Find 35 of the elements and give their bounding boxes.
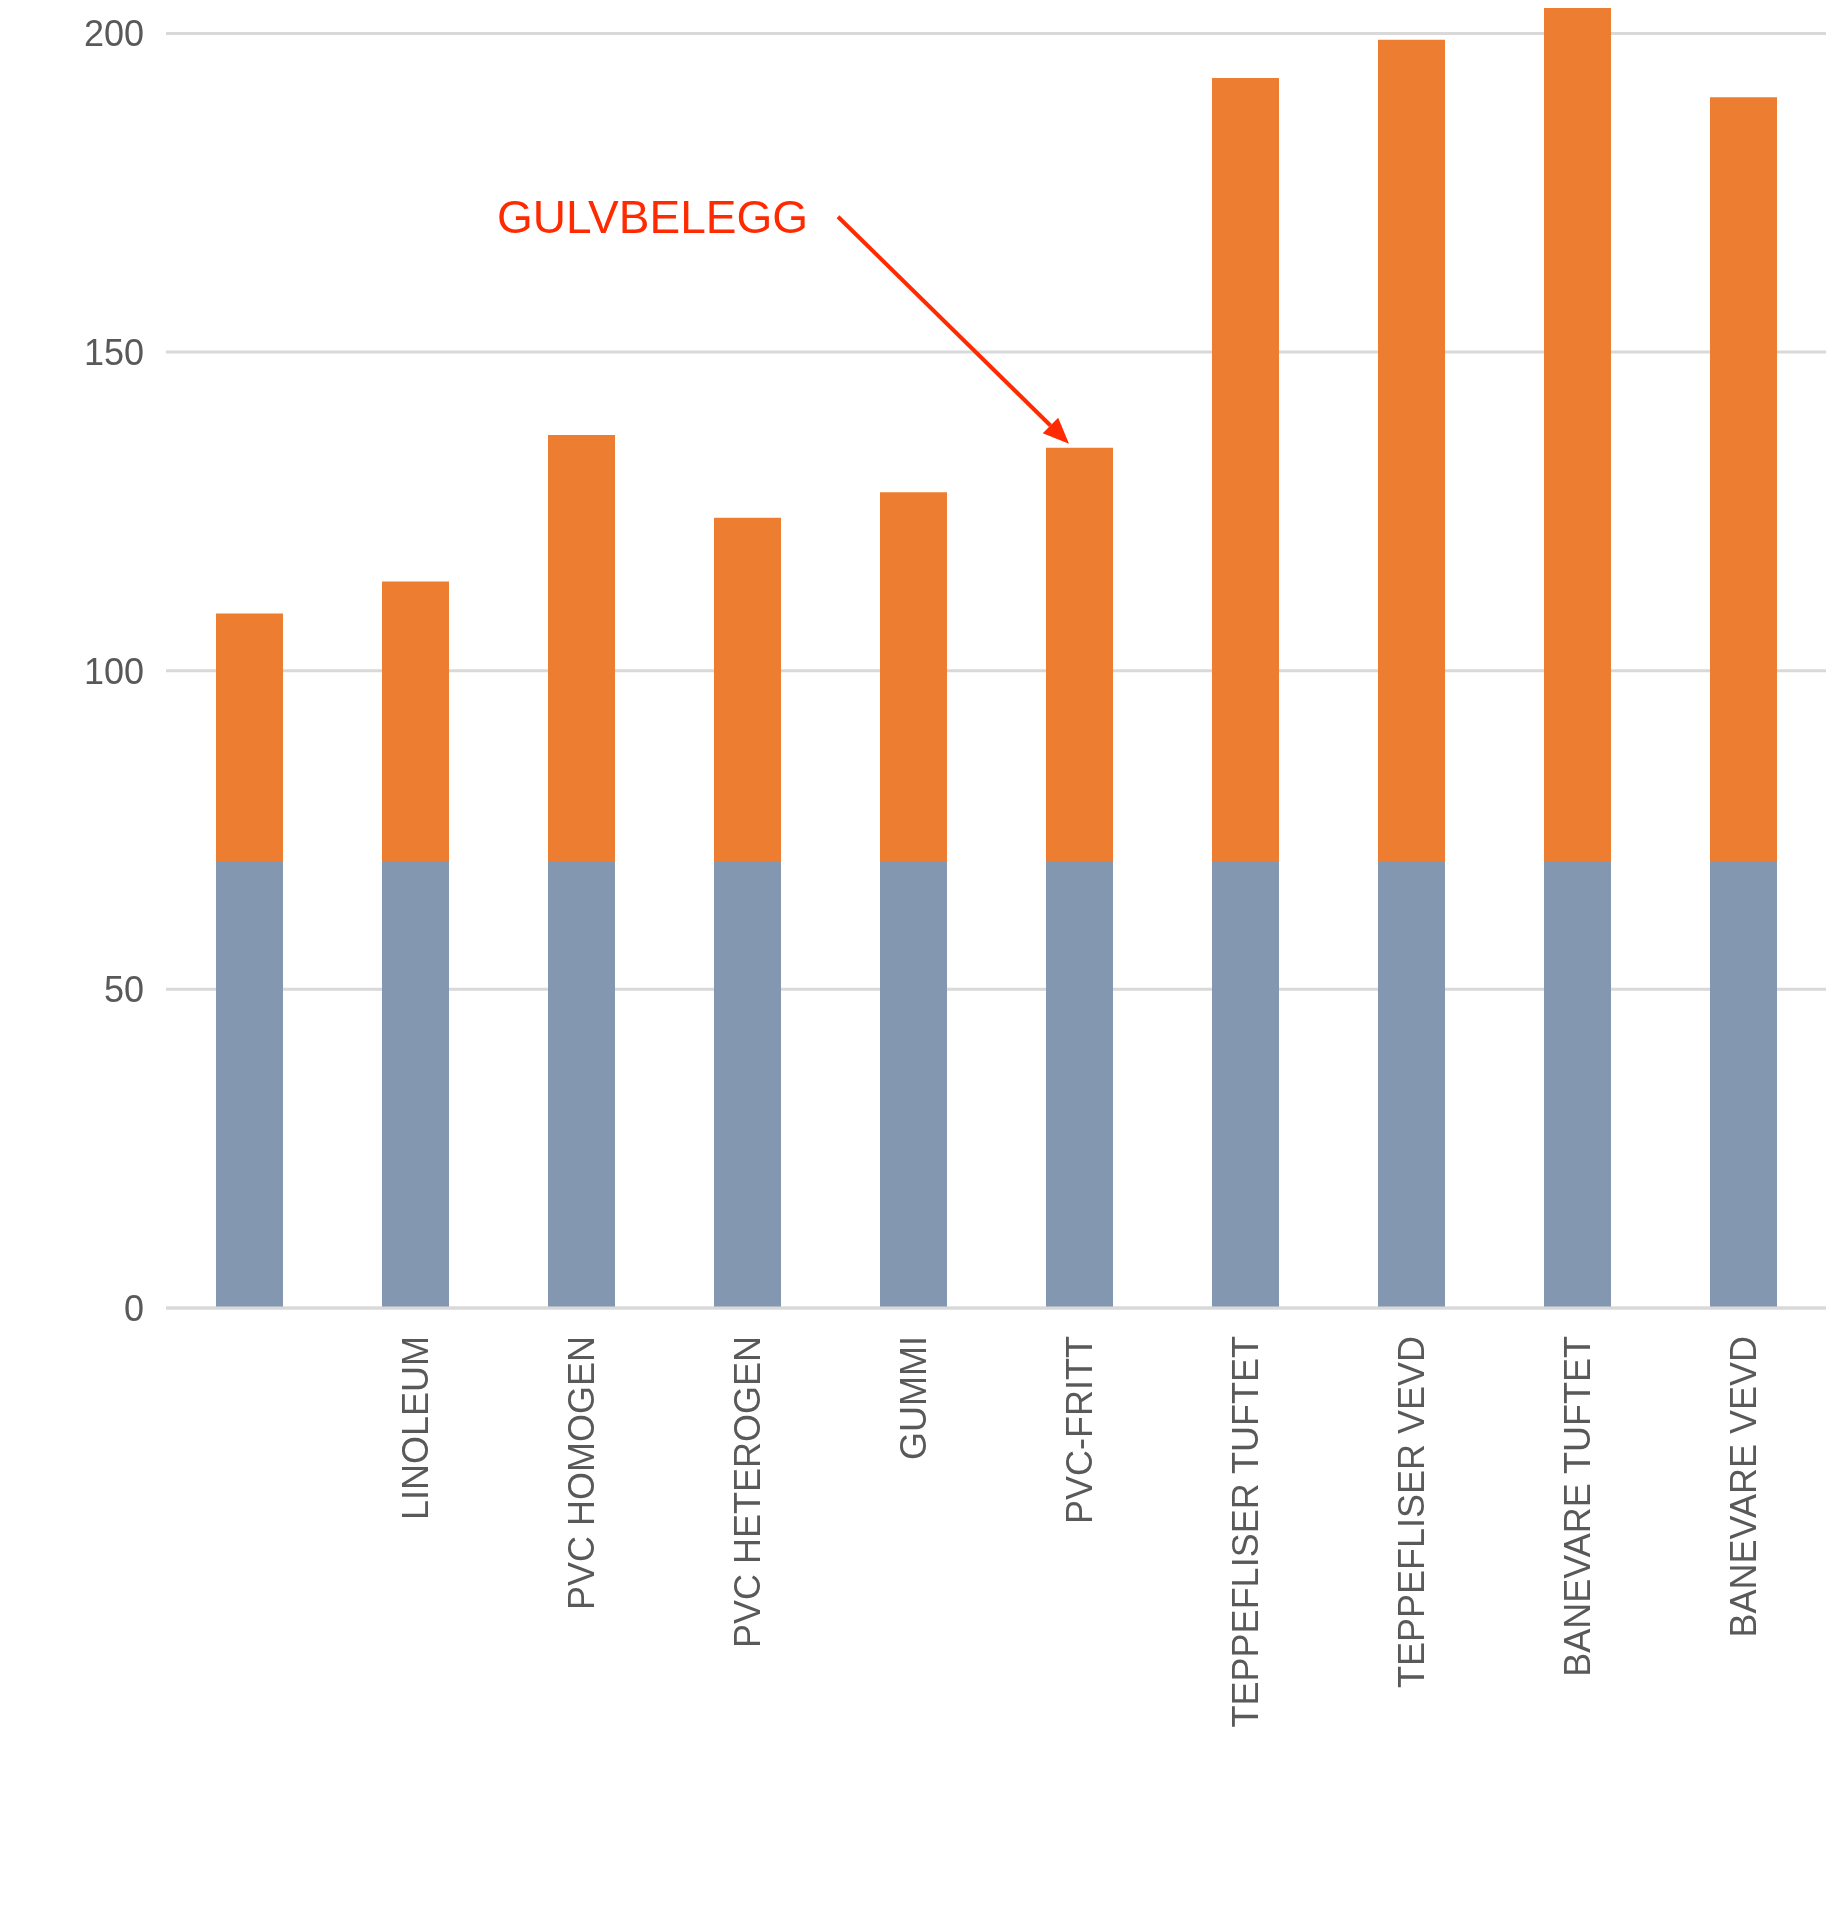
bar bbox=[1378, 861, 1445, 1308]
annotation: GULVBELEGG bbox=[496, 190, 808, 243]
bar bbox=[1710, 861, 1777, 1308]
x-tick-label: LINOLEUM bbox=[394, 1336, 436, 1521]
bar bbox=[548, 434, 615, 862]
y-tick-label: 50 bbox=[103, 969, 144, 1011]
bar bbox=[714, 517, 781, 862]
x-tick-label: BANEVARE TUFTET bbox=[1556, 1335, 1598, 1677]
x-tick-label: PVC-FRITT bbox=[1058, 1335, 1100, 1524]
bar bbox=[382, 581, 449, 862]
bar bbox=[1212, 861, 1279, 1308]
x-tick-label: GUMMI bbox=[892, 1336, 934, 1460]
bar bbox=[1378, 39, 1445, 862]
bar bbox=[880, 861, 947, 1308]
bar bbox=[1710, 97, 1777, 862]
y-tick-label: 150 bbox=[83, 331, 144, 373]
bar bbox=[216, 861, 283, 1308]
y-tick-label: 100 bbox=[83, 650, 144, 692]
bar bbox=[1046, 861, 1113, 1308]
bar bbox=[880, 492, 947, 862]
bar bbox=[714, 861, 781, 1308]
x-tick-label: TEPPEFLISER TUFTET bbox=[1224, 1336, 1266, 1728]
bar bbox=[382, 861, 449, 1308]
bar bbox=[1046, 447, 1113, 862]
y-tick-label: 200 bbox=[83, 13, 144, 55]
x-tick-label: TEPPEFLISER VEVD bbox=[1390, 1336, 1432, 1689]
bar bbox=[1544, 861, 1611, 1308]
x-tick-label: PVC HETEROGEN bbox=[726, 1336, 768, 1649]
x-tick-label: PVC HOMOGEN bbox=[560, 1336, 602, 1611]
bar bbox=[548, 861, 615, 1308]
bar bbox=[1212, 78, 1279, 862]
x-tick-label: BANEVARE VEVD bbox=[1722, 1336, 1764, 1638]
bar bbox=[216, 613, 283, 862]
y-tick-label: 0 bbox=[123, 1287, 144, 1329]
bar bbox=[1544, 8, 1611, 862]
